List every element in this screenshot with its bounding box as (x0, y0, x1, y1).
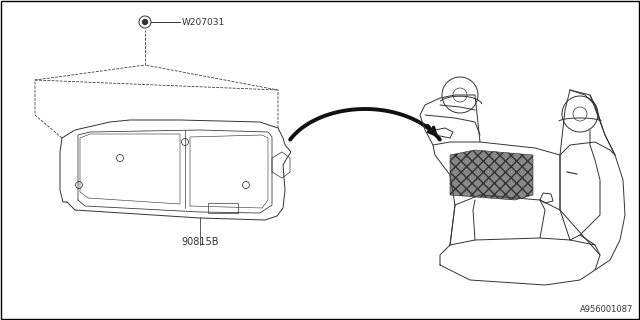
Text: A956001087: A956001087 (580, 305, 633, 314)
Polygon shape (450, 150, 533, 200)
Bar (208, 203, 238, 213)
Text: 90815B: 90815B (181, 237, 219, 247)
Circle shape (143, 20, 147, 25)
Text: W207031: W207031 (182, 18, 225, 27)
